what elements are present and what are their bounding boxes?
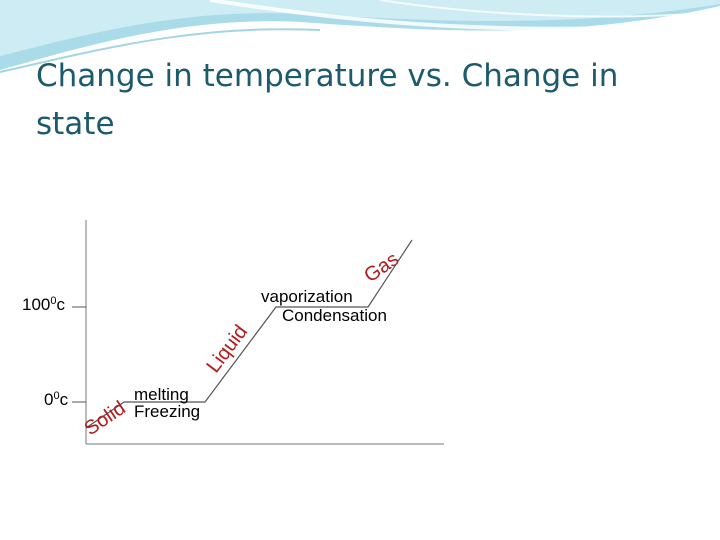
slide-title: Change in temperature vs. Change in stat…: [36, 58, 619, 142]
phase-label-gas: Gas: [360, 248, 403, 287]
label-condensation: Condensation: [282, 306, 387, 325]
label-100c: 1000c: [22, 295, 66, 314]
heating-curve-line: [85, 239, 413, 429]
label-vaporization: vaporization: [261, 287, 353, 306]
label-0c: 00c: [44, 390, 69, 409]
label-freezing: Freezing: [134, 402, 200, 421]
header-banner-decoration: [0, 0, 720, 73]
label-melting: melting: [134, 385, 189, 404]
